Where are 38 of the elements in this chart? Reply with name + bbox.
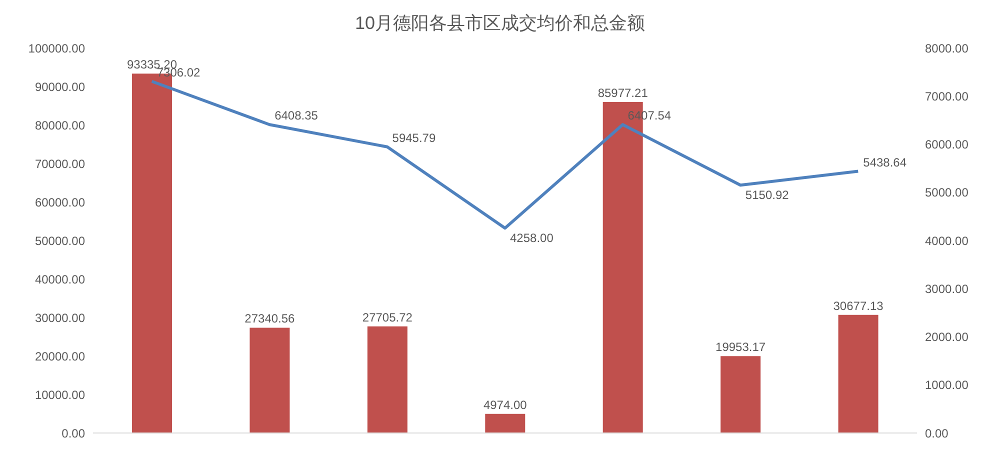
y-tick-label: 10000.00 — [34, 388, 86, 402]
bar — [367, 326, 408, 433]
data-label: 27705.72 — [362, 310, 413, 324]
y2-tick-label: 4000.00 — [925, 234, 969, 248]
data-label: 19953.17 — [716, 340, 766, 354]
y2-tick-label: 8000.00 — [925, 41, 969, 56]
chart-title: 10月德阳各县市区成交均价和总金额 — [354, 12, 646, 35]
data-label: 4974.00 — [483, 398, 528, 412]
y2-tick-label: 7000.00 — [925, 89, 969, 104]
data-label: 5150.92 — [745, 188, 790, 202]
y2-tick-label: 6000.00 — [925, 138, 969, 152]
bar — [720, 356, 761, 433]
data-label: 85977.21 — [598, 86, 648, 100]
y2-tick-label: 0.00 — [925, 426, 949, 440]
data-label: 5945.79 — [392, 130, 436, 145]
y-tick-label: 100000.00 — [28, 41, 86, 56]
y-tick-label: 20000.00 — [34, 349, 86, 364]
y-tick-label: 0.00 — [62, 426, 86, 440]
y-tick-label: 60000.00 — [34, 195, 86, 210]
data-label: 5438.64 — [863, 155, 907, 170]
y2-tick-label: 1000.00 — [925, 378, 969, 392]
y-tick-label: 80000.00 — [34, 118, 86, 132]
y2-tick-label: 3000.00 — [925, 282, 969, 296]
bar — [485, 414, 526, 433]
y-tick-label: 90000.00 — [34, 80, 86, 94]
line-series — [150, 80, 860, 230]
y-tick-label: 50000.00 — [34, 234, 86, 248]
y2-tick-label: 2000.00 — [925, 330, 969, 344]
bar — [250, 328, 290, 433]
data-label: 27340.56 — [244, 312, 296, 326]
y-tick-label: 40000.00 — [34, 272, 86, 286]
y2-tick-label: 5000.00 — [925, 186, 969, 200]
bar — [838, 314, 878, 433]
data-label: 6408.35 — [274, 108, 318, 123]
data-label: 30677.13 — [833, 298, 884, 313]
y-tick-label: 30000.00 — [34, 310, 86, 325]
y-tick-label: 70000.00 — [34, 156, 86, 171]
data-label: 4258.00 — [510, 231, 554, 246]
